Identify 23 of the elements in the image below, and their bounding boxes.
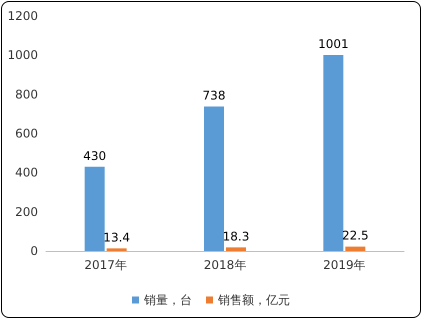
y-tick-label: 200 — [15, 204, 38, 219]
data-label: 13.4 — [103, 230, 130, 244]
bar — [84, 166, 105, 251]
y-tick-label: 1200 — [7, 9, 38, 23]
bar — [106, 248, 127, 251]
legend-label: 销售额，亿元 — [217, 293, 290, 307]
legend-label: 销量，台 — [143, 293, 192, 307]
x-tick-label: 2017年 — [84, 258, 127, 272]
bar — [323, 54, 344, 251]
x-tick-label: 2018年 — [204, 258, 246, 272]
y-tick-label: 600 — [15, 126, 38, 140]
bar — [204, 106, 224, 251]
y-tick-label: 400 — [15, 166, 38, 180]
y-tick-label: 800 — [15, 87, 38, 102]
data-label: 430 — [83, 148, 106, 163]
data-label: 1001 — [318, 36, 349, 51]
data-label: 18.3 — [222, 229, 250, 244]
bar — [226, 247, 246, 251]
data-label: 738 — [202, 88, 226, 102]
x-tick-label: 2019年 — [323, 258, 366, 272]
bar — [345, 246, 366, 251]
y-tick-label: 1000 — [7, 48, 38, 62]
y-tick-label: 0 — [30, 244, 38, 258]
